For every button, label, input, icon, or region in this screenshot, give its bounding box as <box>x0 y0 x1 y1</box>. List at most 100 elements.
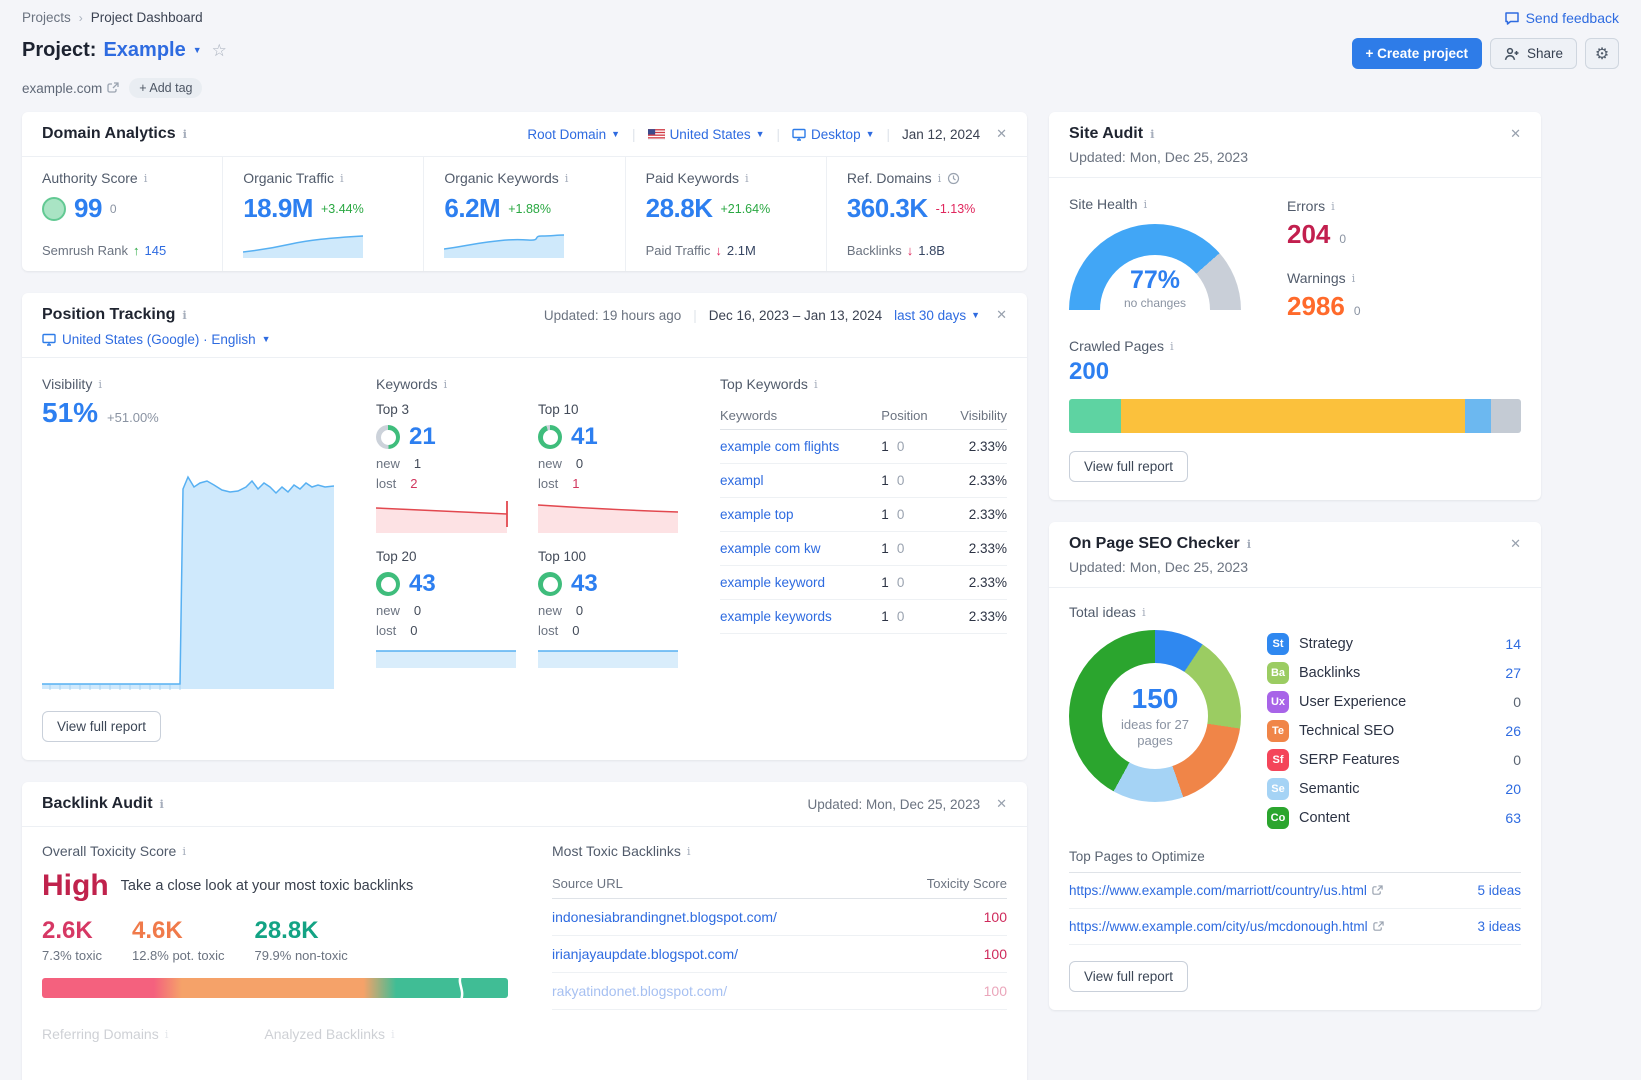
legend-item-technical-seo: Te Technical SEO 26 <box>1267 720 1521 742</box>
legend-count: 0 <box>1513 752 1521 768</box>
add-tag-button[interactable]: + Add tag <box>129 78 203 98</box>
toxic-value[interactable]: 2.6K <box>42 917 93 944</box>
close-icon[interactable]: ✕ <box>1510 126 1521 141</box>
close-icon[interactable]: ✕ <box>996 307 1007 322</box>
range-dropdown[interactable]: last 30 days ▼ <box>894 307 981 323</box>
legend-item-content: Co Content 63 <box>1267 807 1521 829</box>
info-icon[interactable]: i <box>1351 271 1356 285</box>
authority-score-value: 99 <box>74 193 102 223</box>
send-feedback-link[interactable]: Send feedback <box>1504 10 1619 26</box>
info-icon[interactable]: i <box>339 171 344 185</box>
non-toxic-value[interactable]: 28.8K <box>254 917 319 944</box>
create-project-button[interactable]: + Create project <box>1351 38 1482 69</box>
view-full-report-button[interactable]: View full report <box>42 711 162 742</box>
info-icon[interactable]: i <box>1331 199 1335 213</box>
top-page-url[interactable]: https://www.example.com/marriott/country… <box>1069 883 1383 898</box>
info-icon[interactable]: i <box>159 797 164 811</box>
info-icon[interactable]: i <box>182 127 188 141</box>
info-icon[interactable]: i <box>813 377 818 391</box>
history-icon[interactable] <box>947 172 960 185</box>
ideas-count-link[interactable]: 3 ideas <box>1477 919 1521 934</box>
keyword-link[interactable]: example com flights <box>720 439 840 454</box>
keyword-link[interactable]: example top <box>720 507 794 522</box>
table-row: rakyatindonet.blogspot.com/100 <box>552 972 1007 1010</box>
locale-dropdown[interactable]: United States (Google) · English ▼ <box>42 332 1007 347</box>
organic-traffic-block: Organic Traffic i 18.9M +3.44% <box>222 157 423 271</box>
keyword-link[interactable]: exampl <box>720 473 764 488</box>
info-icon[interactable]: i <box>182 844 187 858</box>
topbar: Projects › Project Dashboard Project: Ex… <box>0 0 1641 112</box>
info-icon[interactable]: i <box>1246 537 1252 551</box>
crawled-segment-healthy <box>1069 399 1121 433</box>
keyword-link[interactable]: example keywords <box>720 609 832 624</box>
chevron-down-icon: ▼ <box>261 334 271 344</box>
bucket-value[interactable]: 21 <box>409 423 436 450</box>
favorite-star-icon[interactable]: ☆ <box>211 40 227 60</box>
close-icon[interactable]: ✕ <box>996 796 1007 811</box>
backlink-url[interactable]: indonesiabrandingnet.blogspot.com/ <box>552 909 777 925</box>
keyword-bucket-top100: Top 100 43 new 0 lost 0 <box>538 549 678 668</box>
chevron-down-icon[interactable]: ▼ <box>192 45 202 55</box>
us-flag-icon <box>647 128 665 140</box>
project-domain-link[interactable]: example.com <box>22 81 119 96</box>
external-link-icon <box>107 82 119 93</box>
close-icon[interactable]: ✕ <box>996 126 1007 141</box>
settings-gear-button[interactable]: ⚙ <box>1585 38 1619 69</box>
info-icon[interactable]: i <box>1169 339 1174 353</box>
paid-keywords-value[interactable]: 28.8K <box>645 193 713 223</box>
legend-count[interactable]: 20 <box>1505 781 1521 797</box>
backlinks-badge-icon: Ba <box>1267 662 1289 684</box>
breadcrumb: Projects › Project Dashboard <box>22 10 227 25</box>
view-full-report-button[interactable]: View full report <box>1069 961 1189 992</box>
arrow-down-icon: ↓ <box>715 243 722 258</box>
info-icon[interactable]: i <box>1143 197 1148 211</box>
info-icon[interactable]: i <box>443 377 448 391</box>
info-icon[interactable]: i <box>686 844 691 858</box>
legend-count[interactable]: 63 <box>1505 810 1521 826</box>
site-audit-card: Site Audit i ✕ Updated: Mon, Dec 25, 2023… <box>1049 112 1541 500</box>
info-icon[interactable]: i <box>98 377 102 391</box>
info-icon[interactable]: i <box>1150 127 1155 141</box>
share-button[interactable]: Share <box>1489 38 1577 69</box>
site-health-value: 77% <box>1129 266 1181 294</box>
warnings-value[interactable]: 2986 <box>1287 291 1345 321</box>
country-dropdown[interactable]: United States ▼ <box>647 127 765 142</box>
close-icon[interactable]: ✕ <box>1510 536 1521 551</box>
legend-item-backlinks: Ba Backlinks 27 <box>1267 662 1521 684</box>
table-row: example keywords 1 0 2.33% <box>720 599 1007 634</box>
ideas-count-link[interactable]: 5 ideas <box>1477 883 1521 898</box>
view-full-report-button[interactable]: View full report <box>1069 451 1189 482</box>
bucket-value[interactable]: 41 <box>571 423 598 450</box>
semrush-rank-value[interactable]: 145 <box>144 243 167 258</box>
ref-domains-value[interactable]: 360.3K <box>846 193 928 223</box>
semantic-badge-icon: Se <box>1267 778 1289 800</box>
info-icon[interactable]: i <box>143 171 148 185</box>
legend-count[interactable]: 27 <box>1505 665 1521 681</box>
scope-dropdown[interactable]: Root Domain ▼ <box>527 126 621 142</box>
backlink-url[interactable]: irianjayaupdate.blogspot.com/ <box>552 946 739 962</box>
backlink-url[interactable]: rakyatindonet.blogspot.com/ <box>552 983 728 999</box>
organic-traffic-value[interactable]: 18.9M <box>243 193 313 223</box>
errors-value[interactable]: 204 <box>1287 219 1331 249</box>
legend-count[interactable]: 26 <box>1505 723 1521 739</box>
info-icon[interactable]: i <box>1141 605 1146 619</box>
keyword-link[interactable]: example com kw <box>720 541 821 556</box>
pot-toxic-value[interactable]: 4.6K <box>131 917 183 944</box>
info-icon[interactable]: i <box>937 171 942 185</box>
info-icon[interactable]: i <box>564 171 569 185</box>
bucket-value[interactable]: 43 <box>409 570 436 597</box>
legend-count[interactable]: 14 <box>1505 636 1521 652</box>
project-selector[interactable]: Example <box>103 39 186 61</box>
toxicity-label: Overall Toxicity Score i <box>42 843 187 859</box>
toxicity-bar <box>42 978 508 998</box>
info-icon[interactable]: i <box>182 308 187 322</box>
device-dropdown[interactable]: Desktop ▼ <box>792 127 875 142</box>
top-page-url[interactable]: https://www.example.com/city/us/mcdonoug… <box>1069 919 1384 934</box>
info-icon[interactable]: i <box>745 171 749 185</box>
keyword-link[interactable]: example keyword <box>720 575 826 590</box>
chevron-down-icon: ▼ <box>865 128 875 139</box>
semrush-rank-row: Semrush Rank ↑ 145 <box>42 243 167 258</box>
breadcrumb-projects[interactable]: Projects <box>22 10 71 25</box>
organic-keywords-value[interactable]: 6.2M <box>444 193 501 223</box>
bucket-value[interactable]: 43 <box>571 570 598 597</box>
